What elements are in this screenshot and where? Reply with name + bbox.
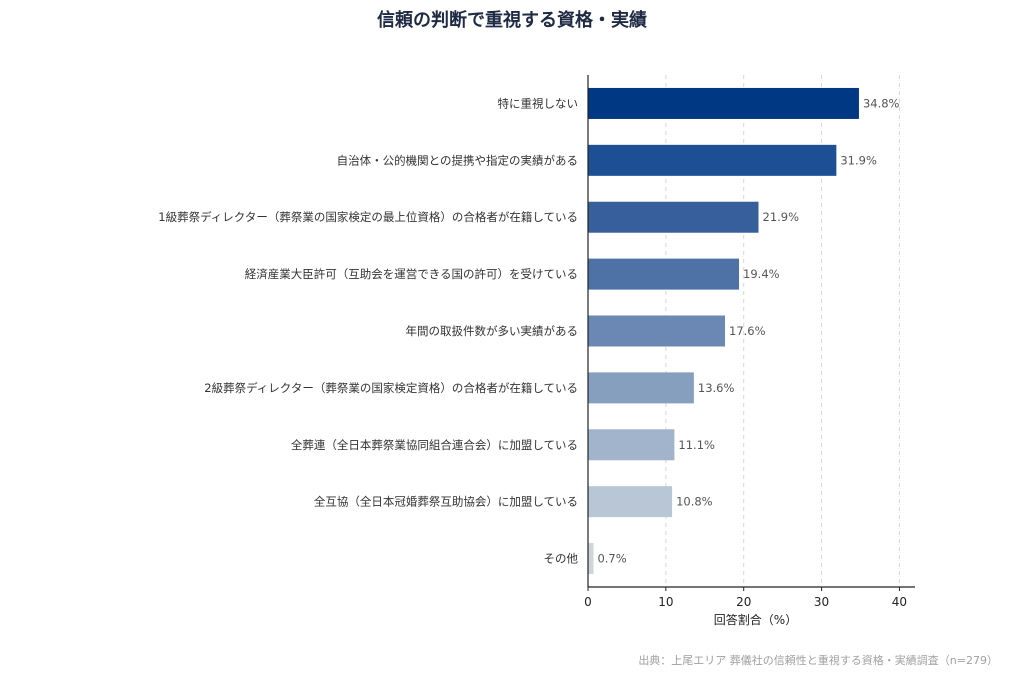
bar xyxy=(588,144,837,176)
category-label: 経済産業大臣許可（互助会を運営できる国の許可）を受けている xyxy=(245,267,578,281)
category-label: その他 xyxy=(544,552,579,566)
bars xyxy=(588,87,859,575)
value-label: 21.9% xyxy=(763,210,800,224)
value-label: 10.8% xyxy=(676,495,713,509)
x-tick-label: 20 xyxy=(736,595,751,609)
source-note: 出典：上尾エリア 葬儀社の信頼性と重視する資格・実績調査（n=279） xyxy=(638,654,998,667)
bar xyxy=(588,258,740,290)
category-label: 全互協（全日本冠婚葬祭互助協会）に加盟している xyxy=(314,495,578,509)
category-label: 特に重視しない xyxy=(498,96,579,110)
value-label: 17.6% xyxy=(729,324,766,338)
labels: 特に重視しない 34.8% 自治体・公的機関との提携や指定の実績がある 31.9% 1級… xyxy=(158,96,907,627)
bar xyxy=(588,201,759,233)
category-label: 2級葬祭ディレクター（葬祭業の国家検定資格）の合格者が在籍している xyxy=(204,381,578,395)
bar xyxy=(588,315,726,347)
bar xyxy=(588,87,859,119)
bar xyxy=(588,486,673,518)
category-label: 全葬連（全日本葬祭業協同組合連合会）に加盟している xyxy=(291,438,578,452)
value-label: 34.8% xyxy=(863,96,900,110)
category-label: 年間の取扱件数が多い実績がある xyxy=(406,324,579,338)
value-label: 13.6% xyxy=(698,381,735,395)
x-axis-title: 回答割合（%） xyxy=(714,612,797,627)
category-label: 自治体・公的機関との提携や指定の実績がある xyxy=(337,153,578,167)
value-label: 11.1% xyxy=(678,438,715,452)
value-label: 31.9% xyxy=(840,153,877,167)
value-label: 19.4% xyxy=(743,267,780,281)
bar xyxy=(588,543,594,575)
value-label: 0.7% xyxy=(597,552,626,566)
bar xyxy=(588,429,675,461)
chart-title: 信頼の判断で重視する資格・実績 xyxy=(377,10,647,31)
axes xyxy=(587,75,915,591)
x-tick-label: 40 xyxy=(892,595,907,609)
bar xyxy=(588,372,694,404)
x-tick-label: 0 xyxy=(584,595,592,609)
x-tick-label: 30 xyxy=(814,595,829,609)
category-label: 1級葬祭ディレクター（葬祭業の国家検定の最上位資格）の合格者が在籍している xyxy=(158,210,578,224)
x-tick-label: 10 xyxy=(658,595,673,609)
